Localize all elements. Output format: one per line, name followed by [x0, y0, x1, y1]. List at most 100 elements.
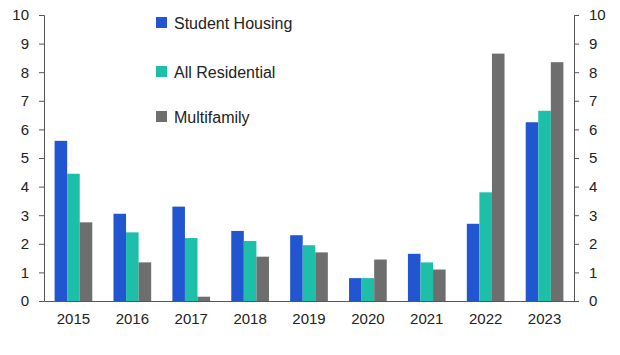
tick-label: 2015	[57, 310, 90, 327]
bar	[113, 214, 126, 301]
tick-mark	[39, 129, 44, 130]
tick-label: 6	[21, 121, 29, 138]
axis-line	[45, 301, 575, 302]
legend-item: Student Housing	[156, 15, 292, 32]
tick-label: 8	[589, 64, 597, 81]
y2-axis: 0 1 2 3 4 5 6 7 8 9 10	[574, 6, 606, 309]
bar	[67, 174, 80, 301]
legend-label: All Residential	[174, 64, 275, 81]
tick: 2016	[116, 301, 149, 327]
bar	[479, 192, 492, 301]
tick: 4	[574, 178, 597, 195]
tick: 6	[21, 121, 44, 138]
tick-mark	[39, 244, 44, 245]
bar	[374, 260, 387, 301]
tick-label: 7	[589, 92, 597, 109]
tick-label: 2020	[351, 310, 384, 327]
bar	[420, 262, 433, 301]
tick-mark	[574, 215, 579, 216]
tick: 7	[574, 92, 597, 109]
tick-mark	[574, 301, 579, 302]
tick-mark	[574, 187, 579, 188]
bar	[408, 254, 421, 301]
tick-mark	[574, 158, 579, 159]
bar	[551, 62, 564, 301]
tick: 8	[574, 64, 597, 81]
bar	[303, 245, 316, 301]
legend-label: Student Housing	[174, 15, 292, 32]
tick-mark	[574, 72, 579, 73]
tick: 2017	[175, 301, 208, 327]
tick-label: 0	[21, 292, 29, 309]
bar	[172, 207, 185, 301]
tick-label: 2016	[116, 310, 149, 327]
tick-label: 2019	[292, 310, 325, 327]
axis-line	[39, 16, 45, 302]
tick-mark	[574, 101, 579, 102]
tick-label: 5	[21, 149, 29, 166]
tick: 1	[574, 264, 597, 281]
tick-label: 3	[589, 207, 597, 224]
legend: Student Housing All Residential Multifamil…	[156, 15, 292, 126]
tick-label: 10	[12, 6, 29, 23]
bar	[433, 270, 446, 301]
tick: 3	[21, 207, 44, 224]
tick: 1	[21, 264, 44, 281]
bar	[139, 262, 152, 301]
tick: 6	[574, 121, 597, 138]
bar	[315, 252, 328, 301]
tick: 2021	[410, 301, 443, 327]
tick-mark	[39, 301, 44, 302]
tick-label: 2022	[469, 310, 502, 327]
tick: 9	[574, 35, 597, 52]
tick: 5	[574, 149, 597, 166]
tick: 7	[21, 92, 44, 109]
tick: 8	[21, 64, 44, 81]
tick: 4	[21, 178, 44, 195]
tick-label: 2	[589, 235, 597, 252]
tick-label: 2018	[233, 310, 266, 327]
chart: 0123456789100123456789102015201620172018…	[0, 0, 620, 355]
tick: 10	[574, 6, 606, 23]
tick-label: 0	[589, 292, 597, 309]
legend-item: All Residential	[156, 64, 275, 81]
tick: 2022	[469, 301, 502, 327]
bar	[126, 232, 139, 301]
tick-mark	[574, 244, 579, 245]
tick-label: 4	[21, 178, 29, 195]
legend-item: Multifamily	[156, 109, 250, 126]
tick-label: 2017	[175, 310, 208, 327]
tick-mark	[39, 272, 44, 273]
bar	[290, 235, 303, 301]
bar	[349, 278, 362, 301]
tick-mark	[39, 215, 44, 216]
legend-swatch	[156, 111, 167, 122]
tick-label: 5	[589, 149, 597, 166]
bar	[526, 122, 539, 301]
tick-mark	[574, 272, 579, 273]
bar	[80, 222, 93, 301]
bar	[198, 297, 211, 301]
tick-label: 9	[589, 35, 597, 52]
tick-label: 10	[589, 6, 606, 23]
tick: 9	[21, 35, 44, 52]
tick-mark	[39, 101, 44, 102]
tick-mark	[574, 44, 579, 45]
tick: 2023	[528, 301, 561, 327]
tick-mark	[574, 129, 579, 130]
bar	[231, 231, 244, 301]
axis-line	[575, 16, 580, 302]
tick-label: 3	[21, 207, 29, 224]
legend-label: Multifamily	[174, 109, 250, 126]
legend-swatch	[156, 66, 167, 77]
tick: 2020	[351, 301, 384, 327]
tick-label: 1	[589, 264, 597, 281]
tick-mark	[39, 72, 44, 73]
tick-label: 2021	[410, 310, 443, 327]
tick: 5	[21, 149, 44, 166]
tick-mark	[39, 187, 44, 188]
tick-mark	[39, 158, 44, 159]
y-axis: 012345678910	[12, 6, 44, 309]
legend-swatch	[156, 17, 167, 28]
tick: 2015	[57, 301, 90, 327]
